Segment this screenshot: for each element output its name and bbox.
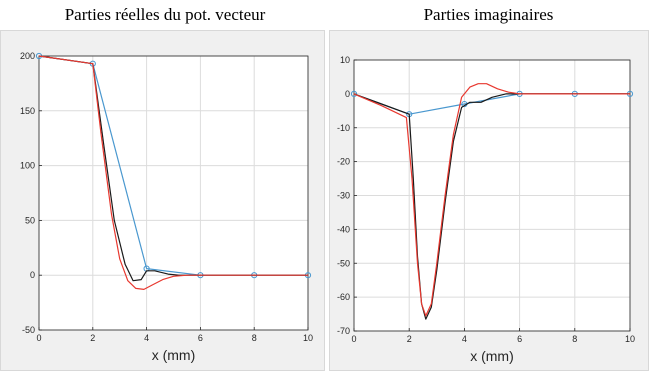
x-tick-label: 6 [198,333,203,343]
chart-title-right: Parties imaginaires [423,5,554,24]
x-tick-label: 0 [351,334,356,344]
series-line-red [353,83,630,317]
x-tick-label: 6 [517,334,522,344]
x-tick-label: 8 [252,333,257,343]
y-tick-label: 0 [30,270,35,280]
x-tick-label: 4 [144,333,149,343]
x-tick-label: 8 [572,334,577,344]
x-tick-label: 10 [303,333,313,343]
x-tick-label: 2 [90,333,95,343]
y-tick-label: -60 [337,292,350,302]
plot-area [39,56,308,330]
series-line-black [353,93,630,320]
y-tick-label: 150 [20,106,35,116]
chart-panel-left: 0 2 4 6 8 10 -50 0 50 100 150 200 x (mm) [0,30,325,371]
axes-frame [38,55,309,331]
x-axis-label: x (mm) [470,348,514,364]
y-tick-label: -10 [337,123,350,133]
y-tick-label: -50 [22,325,35,335]
y-tick-label: 10 [340,55,350,65]
x-tick-label: 10 [625,334,635,344]
y-tick-label: -70 [337,326,350,336]
y-tick-label: 200 [20,51,35,61]
y-tick-label: -30 [337,191,350,201]
chart-right: 0 2 4 6 8 10 -70 -60 -50 -40 -30 -20 -10 0 10 x (mm) [337,55,635,364]
chart-title-left: Parties réelles du pot. vecteur [64,5,266,24]
x-tick-label: 2 [407,334,412,344]
data-point [350,90,358,97]
chart-panel-right: 0 2 4 6 8 10 -70 -60 -50 -40 -30 -20 -10 0 10 x (mm) [329,30,649,371]
series-line-red [38,55,308,290]
y-tick-label: -50 [337,258,350,268]
x-tick-label: 0 [36,333,41,343]
y-tick-label: -20 [337,157,350,167]
y-tick-label: 50 [25,215,35,225]
y-tick-label: -40 [337,224,350,234]
x-axis-label: x (mm) [152,347,196,363]
y-tick-label: 0 [345,89,350,99]
y-tick-label: 100 [20,161,35,171]
x-tick-label: 4 [462,334,467,344]
